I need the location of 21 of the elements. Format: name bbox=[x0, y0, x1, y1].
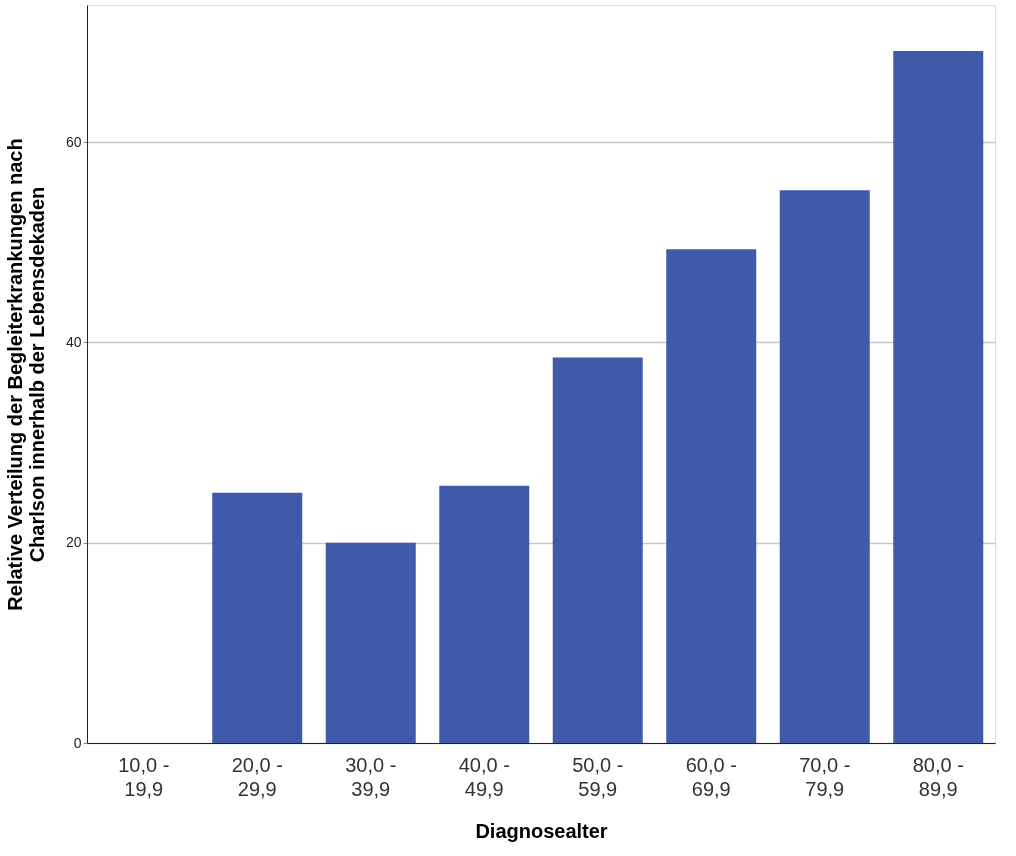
x-tick-label: 80,0 - 89,9 bbox=[912, 753, 964, 800]
x-tick-label: 20,0 - 29,9 bbox=[231, 753, 283, 800]
bar bbox=[325, 542, 416, 743]
x-tick-label: 70,0 - 79,9 bbox=[799, 753, 851, 800]
x-tick-label: 30,0 - 39,9 bbox=[345, 753, 397, 800]
bar bbox=[666, 249, 757, 743]
y-tick-label: 40 bbox=[65, 333, 82, 350]
y-axis-title: Relative Verteilung der Begleiterkrankungen nach Charlson innerhalb der Lebensdekaden bbox=[3, 138, 48, 611]
x-tick-label: 40,0 - 49,9 bbox=[458, 753, 510, 800]
bar bbox=[779, 190, 870, 743]
y-tick-label: 0 bbox=[73, 734, 82, 751]
bar bbox=[893, 51, 984, 743]
bar bbox=[552, 357, 643, 743]
x-tick-label: 10,0 - 19,9 bbox=[118, 753, 170, 800]
x-axis-title: Diagnosealter bbox=[475, 819, 608, 842]
x-tick-label: 60,0 - 69,9 bbox=[685, 753, 737, 800]
bar bbox=[212, 492, 303, 743]
bar bbox=[439, 485, 530, 743]
x-tick-label: 50,0 - 59,9 bbox=[572, 753, 624, 800]
y-tick-label: 20 bbox=[65, 534, 82, 551]
y-tick-label: 60 bbox=[65, 133, 82, 150]
